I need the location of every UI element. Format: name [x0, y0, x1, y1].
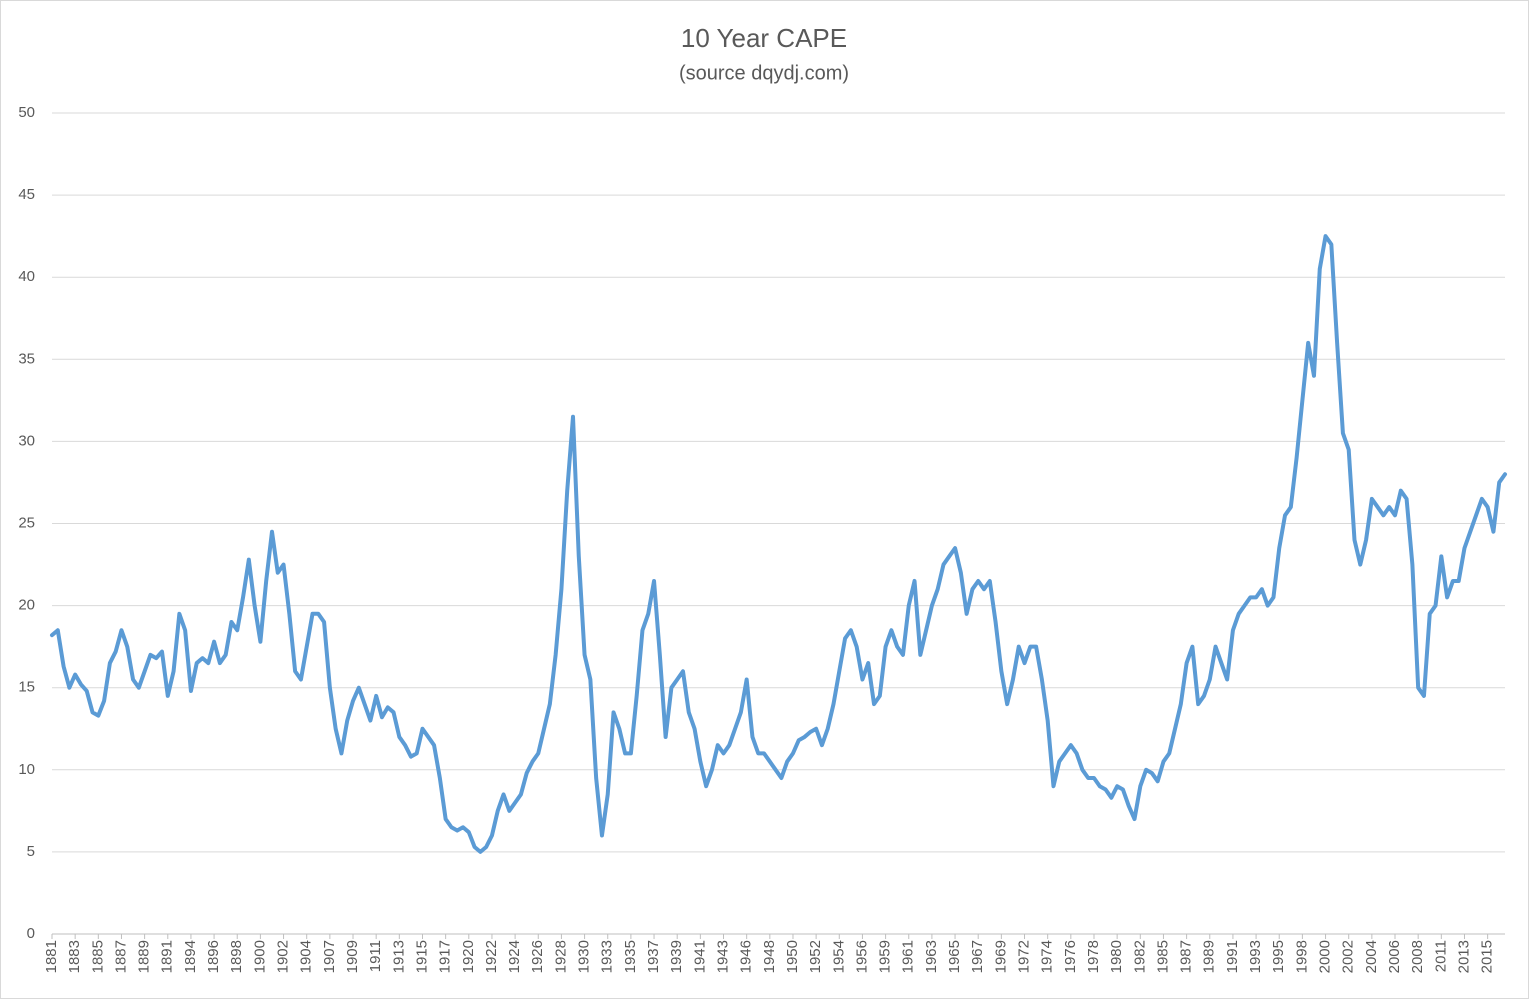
x-tick-label: 1894	[182, 940, 199, 973]
x-tick-label: 2006	[1386, 940, 1403, 973]
x-tick-label: 2004	[1363, 940, 1380, 973]
x-tick-label: 2002	[1340, 940, 1357, 973]
x-tick-label: 1883	[66, 940, 83, 973]
x-tick-label: 1989	[1201, 940, 1218, 973]
x-tick-label: 1911	[367, 940, 384, 972]
y-tick-label: 45	[18, 186, 35, 203]
x-tick-label: 1939	[668, 940, 685, 973]
x-tick-label: 1907	[321, 940, 338, 973]
x-tick-label: 1995	[1270, 940, 1287, 973]
x-tick-label: 1920	[460, 940, 477, 973]
y-tick-label: 20	[18, 597, 35, 614]
y-tick-label: 5	[27, 843, 35, 860]
y-tick-label: 10	[18, 761, 35, 778]
x-tick-label: 1891	[159, 940, 176, 973]
x-tick-label: 1928	[552, 940, 569, 973]
chart-subtitle: (source dqydj.com)	[679, 62, 849, 84]
x-tick-label: 1898	[228, 940, 245, 973]
x-tick-label: 1917	[437, 940, 454, 973]
x-tick-label: 1993	[1247, 940, 1264, 973]
x-tick-label: 1935	[622, 940, 639, 973]
x-tick-label: 1969	[992, 940, 1009, 973]
x-tick-label: 1924	[506, 940, 523, 973]
x-tick-label: 1963	[923, 940, 940, 973]
x-tick-label: 2000	[1317, 940, 1334, 973]
x-tick-label: 1998	[1293, 940, 1310, 973]
x-tick-label: 1943	[714, 940, 731, 973]
x-tick-label: 1950	[784, 940, 801, 973]
x-tick-label: 1915	[413, 940, 430, 973]
x-tick-label: 1974	[1039, 940, 1056, 973]
x-tick-label: 1991	[1224, 940, 1241, 973]
x-tick-label: 1913	[390, 940, 407, 973]
y-tick-label: 35	[18, 350, 35, 367]
x-tick-label: 1946	[738, 940, 755, 973]
y-tick-label: 30	[18, 432, 35, 449]
y-tick-label: 40	[18, 268, 35, 285]
x-tick-label: 2015	[1479, 940, 1496, 973]
x-tick-label: 1976	[1062, 940, 1079, 973]
x-tick-label: 1902	[275, 940, 292, 973]
x-tick-label: 1952	[807, 940, 824, 973]
x-tick-label: 1972	[1015, 940, 1032, 973]
x-tick-label: 1922	[483, 940, 500, 973]
x-tick-label: 1980	[1108, 940, 1125, 973]
y-tick-label: 0	[27, 925, 35, 942]
y-tick-label: 15	[18, 679, 35, 696]
x-tick-label: 1965	[946, 940, 963, 973]
x-tick-label: 1896	[205, 940, 222, 973]
x-tick-label: 1933	[599, 940, 616, 973]
x-tick-label: 1978	[1085, 940, 1102, 973]
x-tick-label: 1961	[900, 940, 917, 973]
x-tick-label: 1967	[969, 940, 986, 973]
x-tick-label: 1982	[1131, 940, 1148, 973]
x-tick-label: 1937	[645, 940, 662, 973]
x-tick-label: 1930	[576, 940, 593, 973]
x-tick-label: 1909	[344, 940, 361, 973]
x-tick-label: 2008	[1409, 940, 1426, 973]
x-tick-label: 1956	[853, 940, 870, 973]
line-series	[50, 234, 1507, 854]
y-tick-label: 25	[18, 514, 35, 531]
x-tick-label: 2011	[1432, 940, 1449, 972]
x-tick-label: 2013	[1455, 940, 1472, 973]
y-tick-label: 50	[18, 104, 35, 121]
x-tick-label: 1941	[691, 940, 708, 973]
x-tick-label: 1889	[136, 940, 153, 973]
x-tick-label: 1887	[112, 940, 129, 973]
x-tick-label: 1948	[761, 940, 778, 973]
x-tick-label: 1926	[529, 940, 546, 973]
x-tick-label: 1881	[43, 940, 60, 973]
chart-title: 10 Year CAPE	[681, 23, 847, 53]
x-tick-label: 1904	[298, 940, 315, 973]
x-tick-label: 1959	[877, 940, 894, 973]
x-tick-label: 1954	[830, 940, 847, 973]
x-tick-label: 1985	[1154, 940, 1171, 973]
x-tick-label: 1987	[1178, 940, 1195, 973]
x-tick-label: 1885	[89, 940, 106, 973]
x-tick-label: 1900	[251, 940, 268, 973]
